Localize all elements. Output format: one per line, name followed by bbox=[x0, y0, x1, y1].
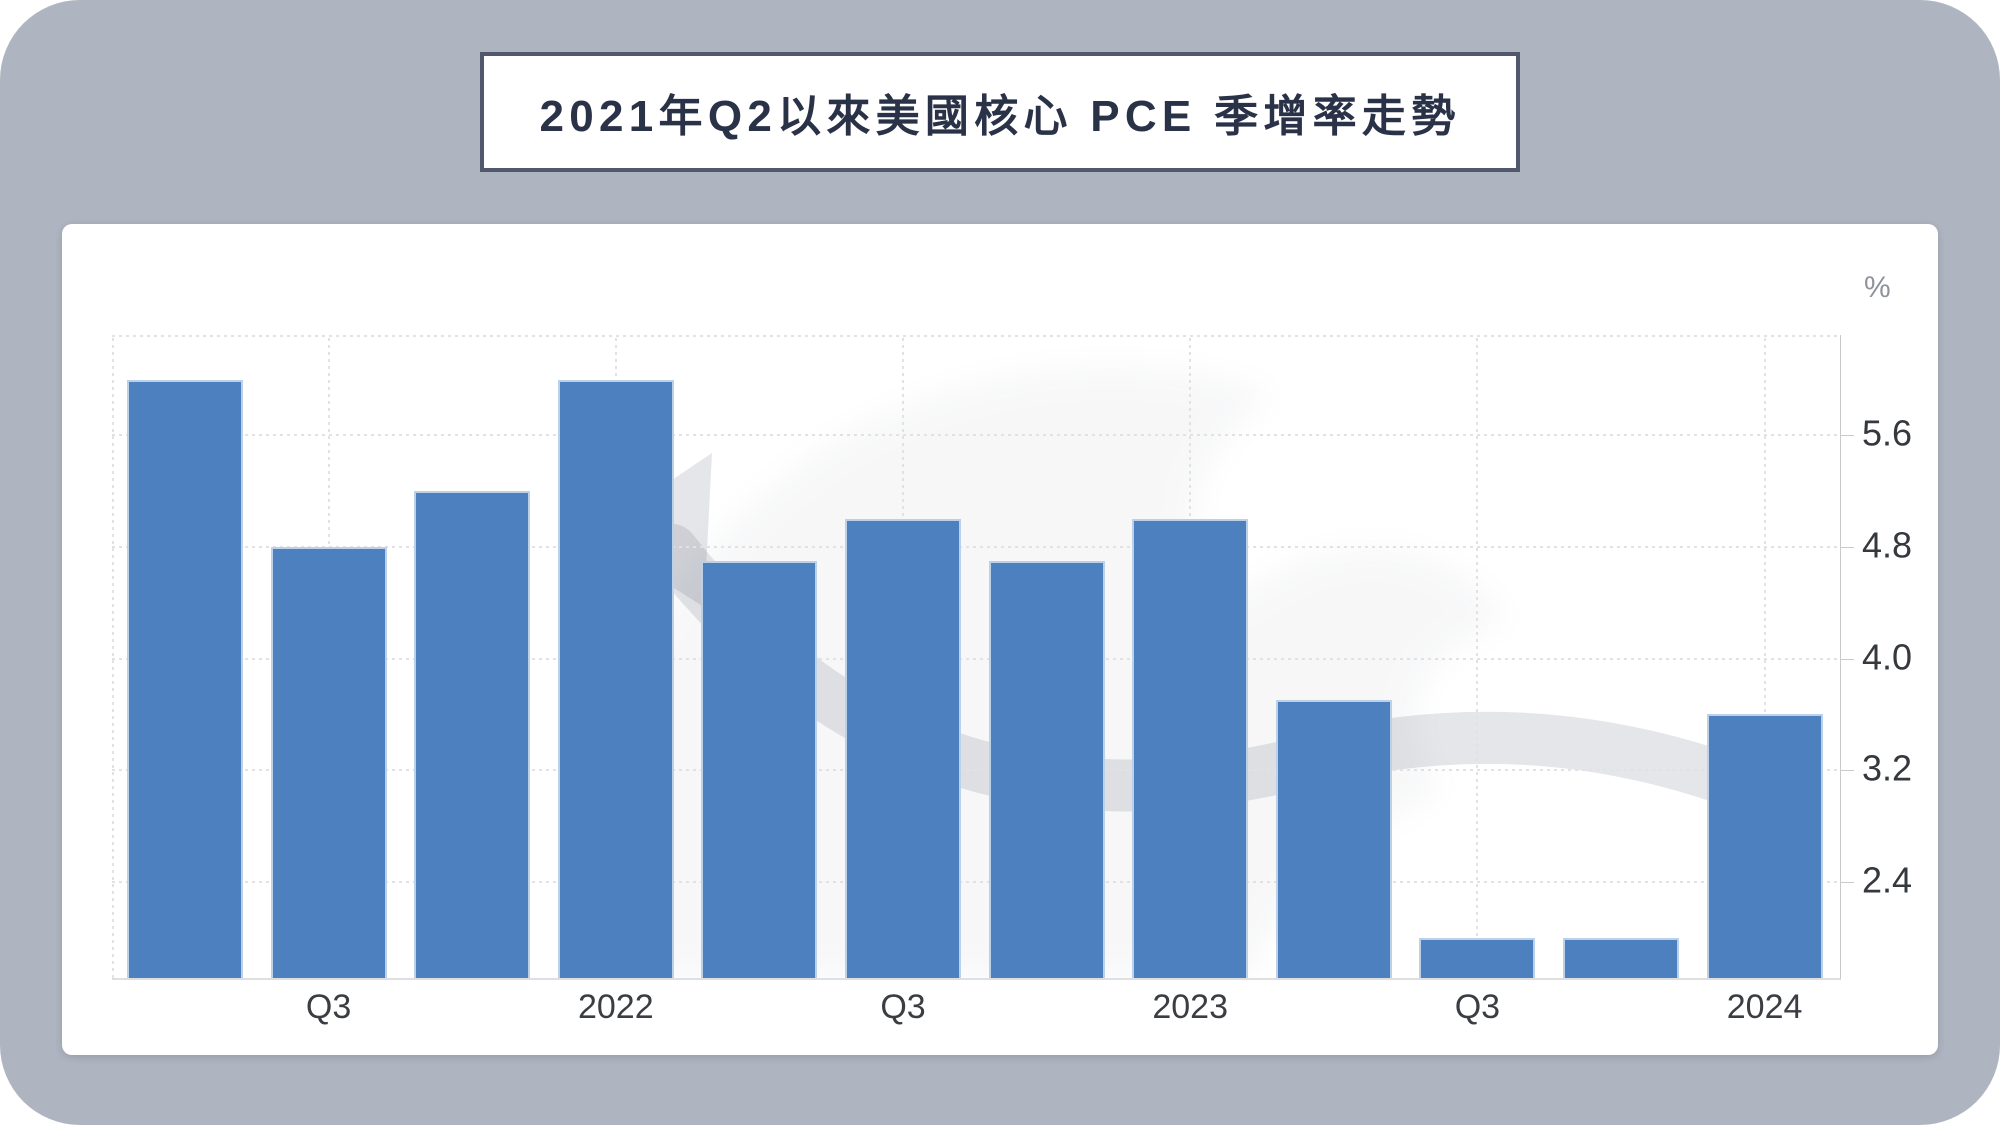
y-axis-tick-label: 4.0 bbox=[1862, 635, 1913, 677]
bar-2022Q3[interactable] bbox=[845, 519, 961, 978]
y-gridline bbox=[112, 546, 1840, 548]
y-axis-tick-label: 4.8 bbox=[1862, 524, 1913, 566]
bar-2023Q2[interactable] bbox=[1275, 700, 1392, 978]
bar-2023Q1[interactable] bbox=[1132, 519, 1249, 978]
y-axis-tick bbox=[1840, 547, 1854, 548]
plot-area: % 5.6 4.8 4.0 3.2 2.4 Q3 2022 Q3 2023 Q3 2024 bbox=[112, 271, 1912, 1026]
bar-2022Q4[interactable] bbox=[988, 561, 1105, 978]
x-gridline bbox=[1763, 335, 1766, 978]
plot-left-border bbox=[112, 335, 114, 978]
y-gridline bbox=[112, 434, 1840, 437]
y-axis-tick bbox=[1840, 770, 1854, 772]
bar-2023Q4[interactable] bbox=[1563, 938, 1679, 978]
bar-2022Q1[interactable] bbox=[557, 380, 674, 978]
x-axis-tick-label: Q3 bbox=[880, 988, 926, 1026]
chart-title: 2021年Q2以來美國核心 PCE 季增率走勢 bbox=[539, 92, 1461, 141]
y-axis-tick-label: 5.6 bbox=[1862, 412, 1913, 454]
y-axis-tick bbox=[1840, 435, 1854, 437]
bar-2021Q3[interactable] bbox=[270, 547, 387, 978]
bar-2021Q2[interactable] bbox=[127, 380, 243, 978]
y-axis-tick bbox=[1840, 658, 1854, 660]
y-gridline bbox=[112, 769, 1840, 772]
y-axis-tick-label: 2.4 bbox=[1862, 859, 1913, 901]
y-gridline bbox=[112, 657, 1840, 660]
x-gridline bbox=[1476, 335, 1479, 978]
bar-2022Q2[interactable] bbox=[701, 561, 818, 978]
bar-2024Q1[interactable] bbox=[1706, 714, 1823, 978]
y-axis-tick bbox=[1840, 881, 1854, 883]
x-axis-tick-label: Q3 bbox=[305, 988, 352, 1026]
x-axis-tick-label: Q3 bbox=[1454, 988, 1501, 1026]
x-axis-tick-label: 2022 bbox=[577, 988, 654, 1026]
plot-top-border bbox=[112, 335, 1840, 337]
y-gridline bbox=[112, 880, 1840, 883]
y-axis-tick-label: 3.2 bbox=[1862, 747, 1913, 789]
y-axis-unit-label: % bbox=[1864, 271, 1891, 304]
chart-title-wrap: 2021年Q2以來美國核心 PCE 季增率走勢 bbox=[0, 52, 2000, 172]
bar-2023Q3[interactable] bbox=[1419, 938, 1536, 978]
chart-card: % 5.6 4.8 4.0 3.2 2.4 Q3 2022 Q3 2023 Q3 2024 bbox=[62, 224, 1938, 1055]
chart-title-box: 2021年Q2以來美國核心 PCE 季增率走勢 bbox=[479, 52, 1521, 172]
x-axis-tick-label: 2023 bbox=[1152, 988, 1229, 1026]
bar-2021Q4[interactable] bbox=[414, 491, 531, 978]
x-axis-tick-label: 2024 bbox=[1726, 988, 1803, 1026]
